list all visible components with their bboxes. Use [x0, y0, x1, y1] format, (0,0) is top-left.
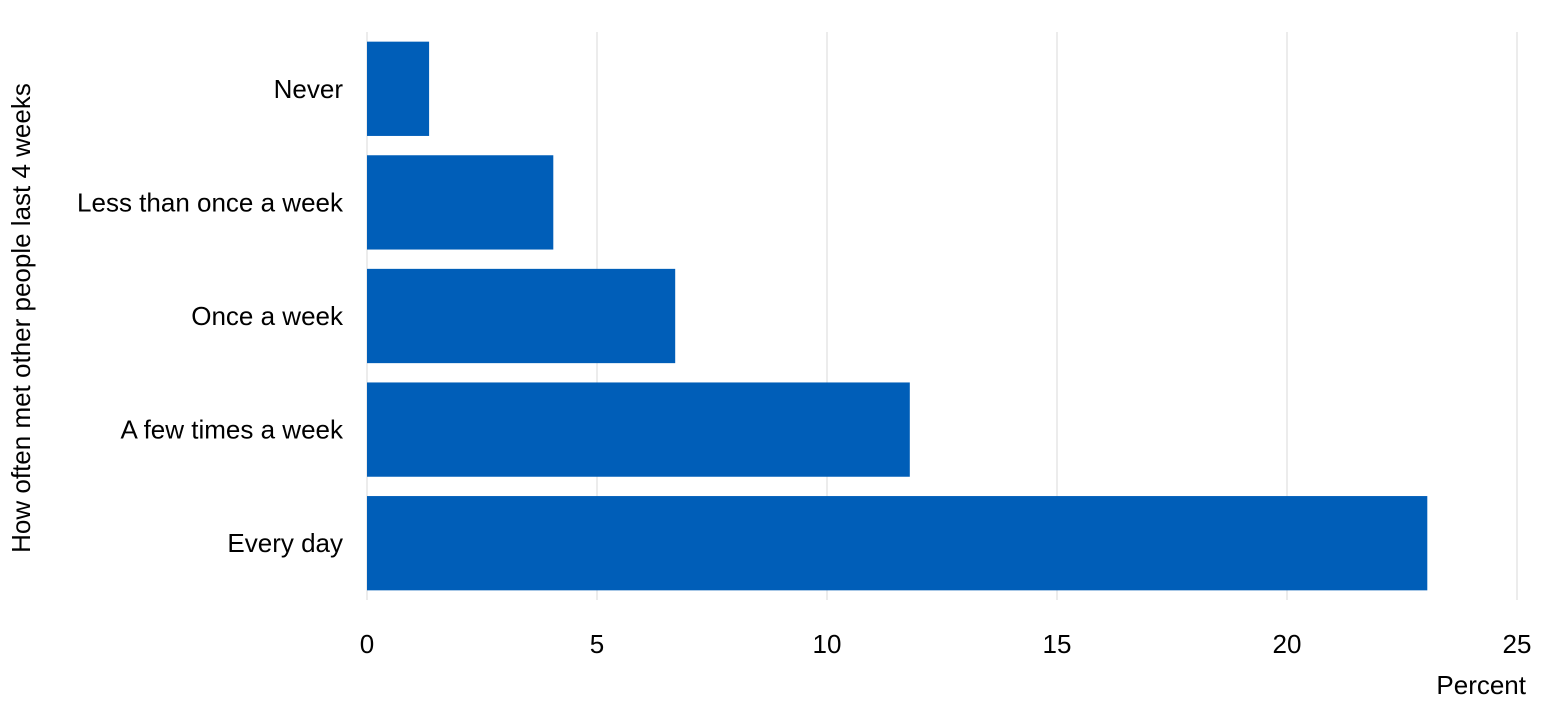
category-label: Once a week	[191, 301, 344, 331]
bar	[367, 496, 1428, 591]
bar	[367, 41, 430, 136]
x-tick-label: 25	[1503, 629, 1532, 659]
x-tick-label: 10	[813, 629, 842, 659]
category-labels: Never Less than once a week Once a week A f…	[77, 74, 344, 558]
x-tick-label: 0	[360, 629, 374, 659]
bar	[367, 155, 554, 250]
bar	[367, 382, 910, 477]
bars	[367, 41, 1428, 591]
x-tick-label: 20	[1273, 629, 1302, 659]
x-tick-labels: 0 5 10 15 20 25	[360, 629, 1532, 659]
category-label: A few times a week	[120, 415, 344, 445]
category-label: Never	[274, 74, 344, 104]
category-label: Every day	[227, 528, 343, 558]
x-axis-title: Percent	[1436, 670, 1526, 700]
y-axis-title: How often met other people last 4 weeks	[6, 83, 36, 553]
bar	[367, 268, 676, 364]
x-tick-label: 5	[590, 629, 604, 659]
category-label: Less than once a week	[77, 187, 344, 217]
x-tick-label: 15	[1043, 629, 1072, 659]
